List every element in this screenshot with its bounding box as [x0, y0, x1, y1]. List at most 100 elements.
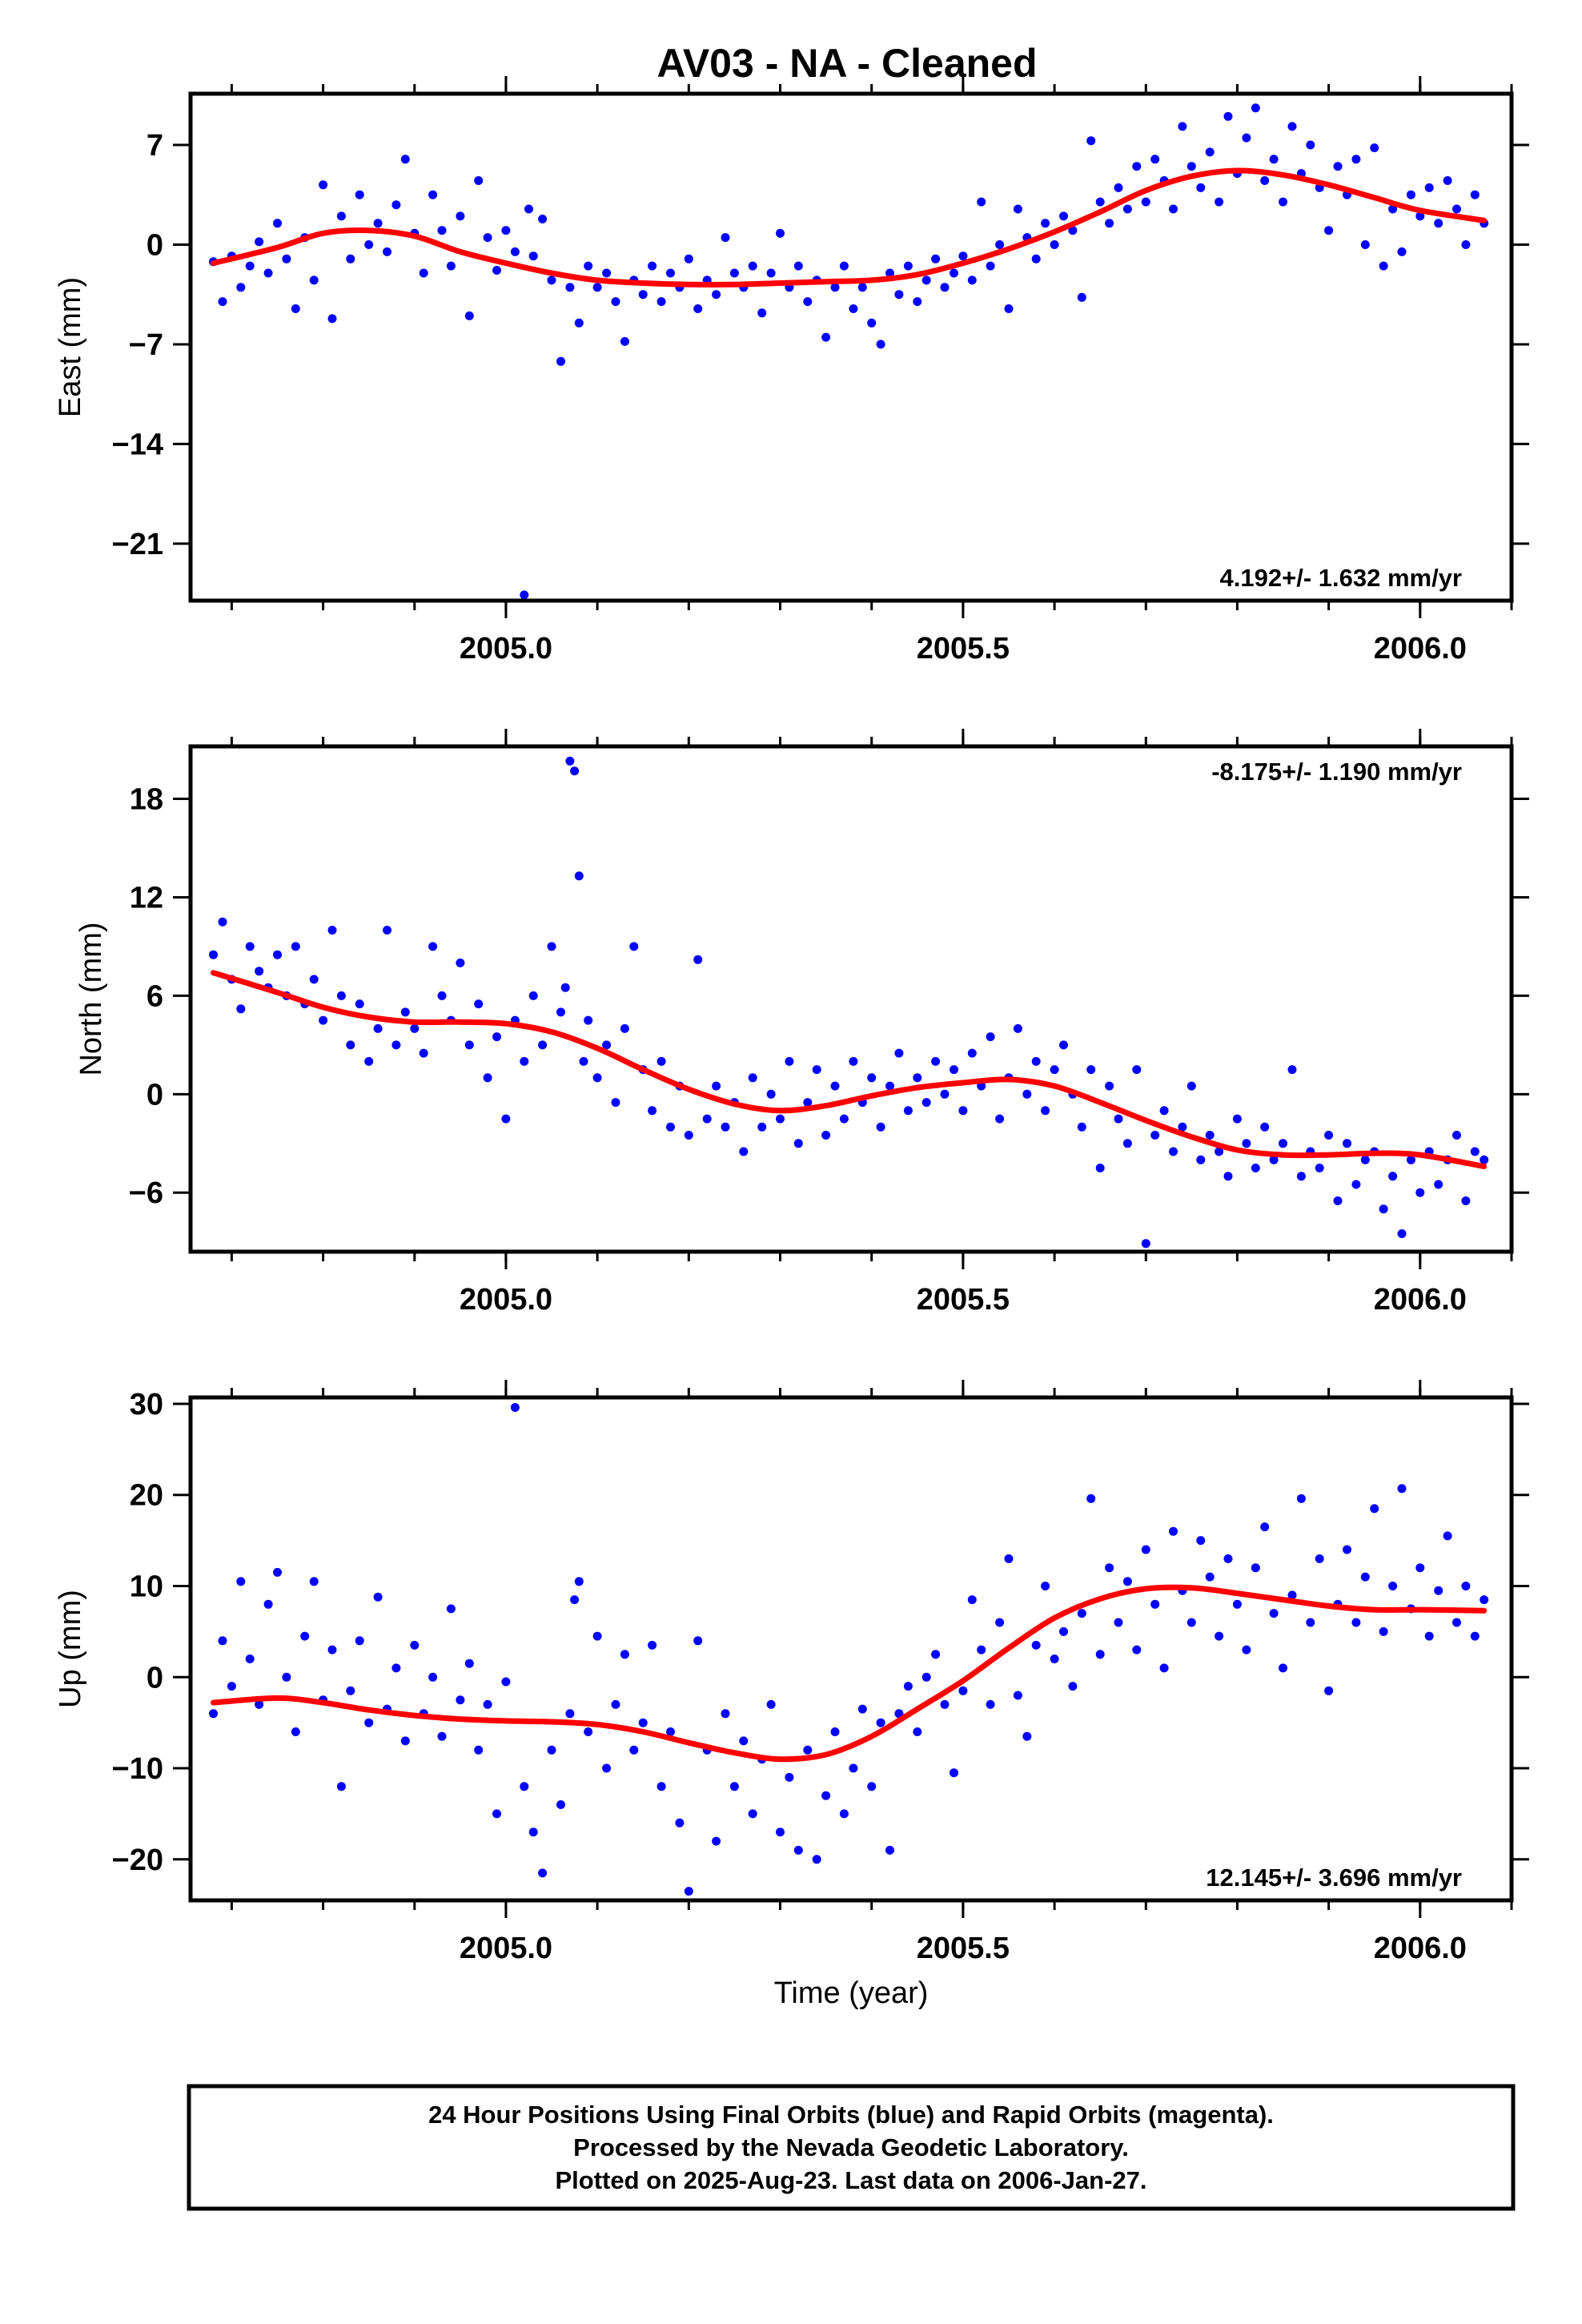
north-point — [1379, 1204, 1388, 1214]
up-point — [327, 1645, 337, 1655]
north-point — [565, 756, 575, 766]
north-point — [1351, 1180, 1361, 1189]
up-point — [1095, 1650, 1105, 1659]
up-point — [373, 1592, 383, 1602]
east-y-tick-label: 7 — [147, 129, 163, 163]
north-point — [1186, 1081, 1196, 1091]
up-point — [428, 1672, 438, 1682]
east-point — [977, 197, 986, 207]
up-point — [876, 1718, 885, 1727]
north-point — [1196, 1155, 1206, 1164]
north-y-tick-label: 12 — [130, 881, 163, 915]
up-point — [666, 1727, 675, 1736]
east-point — [524, 204, 533, 214]
north-point — [1343, 1139, 1351, 1148]
up-point — [227, 1682, 236, 1691]
up-point — [1306, 1618, 1315, 1627]
east-point — [428, 190, 438, 199]
footer-line-3: Plotted on 2025-Aug-23. Last data on 200… — [555, 2166, 1146, 2194]
up-point — [1059, 1626, 1068, 1636]
east-point — [1379, 261, 1388, 271]
north-point — [474, 999, 484, 1009]
east-point — [867, 318, 877, 328]
up-point — [995, 1618, 1005, 1627]
up-point — [940, 1699, 950, 1709]
up-x-tick-label: 2006.0 — [1374, 1932, 1467, 1965]
east-rate-label: 4.192+/- 1.632 mm/yr — [1220, 564, 1462, 592]
east-point — [336, 211, 346, 221]
east-point — [1351, 155, 1361, 164]
east-point — [1415, 211, 1425, 221]
north-point — [702, 1114, 712, 1124]
north-point — [1050, 1065, 1059, 1075]
east-point — [1059, 211, 1068, 221]
up-point — [346, 1686, 355, 1695]
up-x-axis-label: Time (year) — [774, 1976, 929, 2010]
east-point — [1205, 147, 1215, 157]
east-point — [729, 268, 739, 278]
east-point — [876, 340, 885, 349]
up-point — [574, 1577, 584, 1586]
north-point — [1269, 1155, 1279, 1164]
north-point — [656, 1056, 666, 1066]
east-point — [510, 247, 520, 256]
up-point — [1159, 1663, 1169, 1673]
north-point — [556, 1007, 565, 1017]
north-point — [1086, 1065, 1096, 1075]
north-point — [428, 942, 438, 951]
north-point — [812, 1065, 821, 1075]
north-point — [648, 1106, 657, 1116]
north-point — [1223, 1172, 1233, 1181]
north-point — [1324, 1131, 1334, 1140]
north-y-tick-label: 0 — [147, 1078, 163, 1112]
north-point — [602, 1040, 612, 1050]
north-point — [958, 1106, 968, 1116]
east-point — [903, 261, 913, 271]
east-point — [1397, 247, 1407, 256]
up-point — [1343, 1545, 1351, 1554]
up-point — [245, 1655, 255, 1663]
north-point — [1242, 1139, 1251, 1148]
north-point — [236, 1004, 246, 1014]
up-point — [712, 1836, 721, 1846]
north-point — [400, 1007, 410, 1017]
east-point — [894, 290, 904, 300]
east-point — [355, 190, 364, 199]
north-point — [913, 1073, 922, 1083]
north-point — [464, 1040, 474, 1050]
east-point — [921, 275, 931, 285]
north-point — [950, 1065, 958, 1075]
up-point — [803, 1745, 813, 1755]
up-point — [273, 1567, 282, 1577]
up-point — [921, 1672, 931, 1682]
up-point — [1434, 1586, 1443, 1595]
up-point — [821, 1791, 831, 1800]
east-point — [721, 233, 730, 243]
east-point — [1186, 162, 1196, 171]
east-point — [857, 283, 867, 292]
north-rate-label: -8.175+/- 1.190 mm/yr — [1211, 758, 1462, 786]
east-point — [1004, 304, 1014, 313]
up-point — [547, 1745, 556, 1755]
east-x-tick-label: 2006.0 — [1374, 632, 1467, 665]
up-point — [1215, 1631, 1224, 1641]
east-point — [547, 275, 556, 285]
up-point — [1041, 1582, 1050, 1590]
up-point — [693, 1636, 703, 1646]
up-point — [894, 1709, 904, 1719]
east-point — [1324, 226, 1334, 235]
east-point — [1132, 162, 1142, 171]
north-point — [309, 975, 319, 984]
panel-east: 2005.0 2005.5 2006.0 7 0 −7 −14 −21 East (mm) 4.1… — [54, 76, 1529, 665]
up-point — [510, 1403, 520, 1412]
east-y-tick-label: −7 — [129, 328, 163, 362]
north-point — [931, 1056, 941, 1066]
east-point — [1269, 155, 1279, 164]
up-point — [501, 1677, 511, 1687]
north-point — [629, 942, 639, 951]
up-point — [931, 1650, 941, 1659]
up-point — [1022, 1731, 1032, 1741]
north-point — [849, 1056, 858, 1066]
east-point — [1013, 204, 1022, 214]
east-point — [885, 268, 894, 278]
